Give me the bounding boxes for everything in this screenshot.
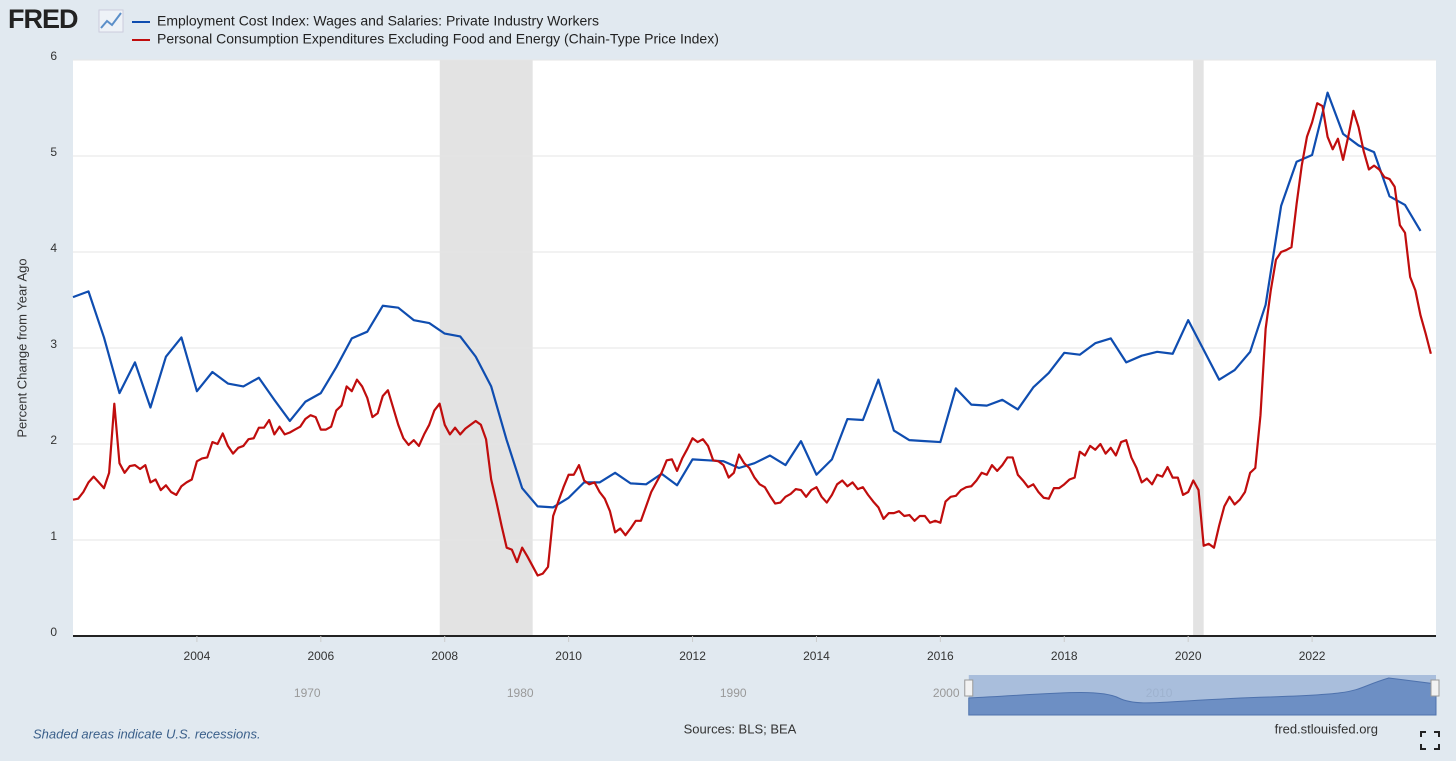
fullscreen-icon[interactable] [1420,731,1440,750]
series-lines [72,91,1432,577]
navigator-tick-label: 1980 [507,686,534,700]
navigator-tick-label: 1990 [720,686,747,700]
x-tick-label: 2008 [431,649,458,663]
logo-icon-line [100,12,122,29]
legend-label: Employment Cost Index: Wages and Salarie… [157,13,599,29]
x-tick-label: 2014 [803,649,830,663]
x-tick-label: 2012 [679,649,706,663]
navigator-tick-label: 1970 [294,686,321,700]
y-tick-label: 6 [50,49,57,63]
navigator-handle[interactable] [964,679,974,697]
navigator-group: 197019801990200020102020 [294,675,1440,716]
navigator-tick-label: 2000 [933,686,960,700]
x-tick-label: 2018 [1051,649,1078,663]
site-url[interactable]: fred.stlouisfed.org [1275,721,1378,736]
y-tick-label: 5 [50,145,57,159]
series-line [72,102,1432,577]
sources: Sources: BLS; BEA [684,721,797,736]
logo-icon [98,9,124,33]
recession-note: Shaded areas indicate U.S. recessions. [33,726,261,741]
x-tick-label: 2004 [184,649,211,663]
navigator-mini-line [968,677,1437,716]
x-tick-label: 2020 [1175,649,1202,663]
logo: FRED [8,4,78,34]
navigator-handle[interactable] [1430,679,1440,697]
y-tick-label: 4 [50,241,57,255]
x-tick-label: 2022 [1299,649,1326,663]
x-tick-label: 2016 [927,649,954,663]
y-tick-label: 1 [50,529,57,543]
legend-label: Personal Consumption Expenditures Exclud… [157,31,719,47]
y-axis-label: Percent Change from Year Ago [14,258,29,437]
y-tick-label: 0 [50,625,57,639]
x-tick-label: 2006 [307,649,334,663]
y-tick-label: 2 [50,433,57,447]
y-tick-label: 3 [50,337,57,351]
x-tick-label: 2010 [555,649,582,663]
